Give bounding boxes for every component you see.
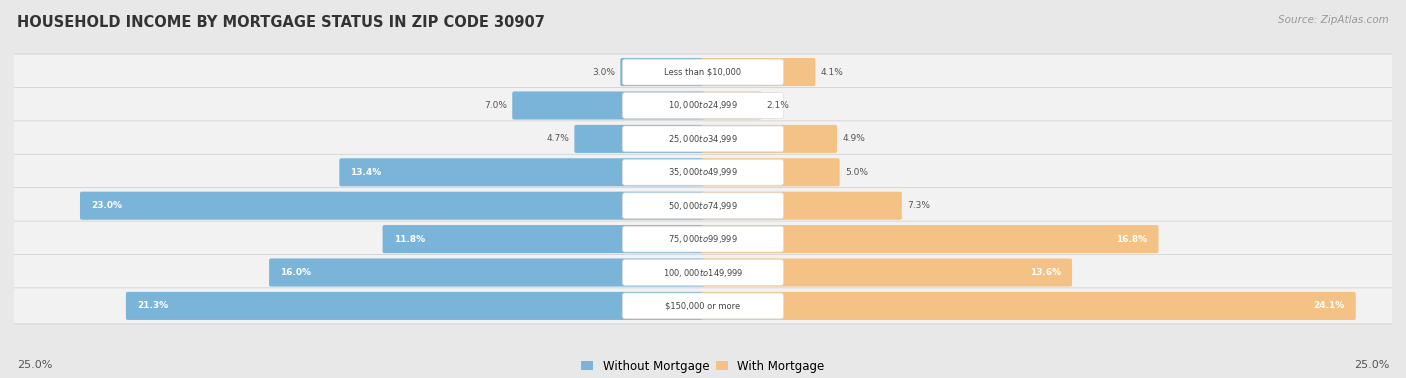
FancyBboxPatch shape <box>623 193 783 218</box>
Text: 4.1%: 4.1% <box>821 68 844 77</box>
FancyBboxPatch shape <box>11 288 1395 324</box>
FancyBboxPatch shape <box>702 91 762 119</box>
FancyBboxPatch shape <box>623 59 783 85</box>
Text: $75,000 to $99,999: $75,000 to $99,999 <box>668 233 738 245</box>
Text: Source: ZipAtlas.com: Source: ZipAtlas.com <box>1278 15 1389 25</box>
FancyBboxPatch shape <box>623 293 783 319</box>
FancyBboxPatch shape <box>702 125 837 153</box>
FancyBboxPatch shape <box>339 158 704 186</box>
Text: $150,000 or more: $150,000 or more <box>665 301 741 310</box>
Text: 7.0%: 7.0% <box>484 101 508 110</box>
FancyBboxPatch shape <box>623 126 783 152</box>
Text: 5.0%: 5.0% <box>845 168 868 177</box>
Text: 25.0%: 25.0% <box>1354 361 1389 370</box>
Text: 13.6%: 13.6% <box>1029 268 1062 277</box>
FancyBboxPatch shape <box>11 187 1395 224</box>
FancyBboxPatch shape <box>702 259 1071 287</box>
FancyBboxPatch shape <box>11 121 1395 157</box>
FancyBboxPatch shape <box>623 160 783 185</box>
FancyBboxPatch shape <box>11 254 1395 291</box>
FancyBboxPatch shape <box>11 54 1395 90</box>
FancyBboxPatch shape <box>623 260 783 285</box>
FancyBboxPatch shape <box>702 192 901 220</box>
FancyBboxPatch shape <box>80 192 704 220</box>
Text: $35,000 to $49,999: $35,000 to $49,999 <box>668 166 738 178</box>
Text: $50,000 to $74,999: $50,000 to $74,999 <box>668 200 738 212</box>
Text: 11.8%: 11.8% <box>394 235 425 243</box>
Text: 16.8%: 16.8% <box>1116 235 1147 243</box>
Text: 4.7%: 4.7% <box>547 135 569 143</box>
Text: $25,000 to $34,999: $25,000 to $34,999 <box>668 133 738 145</box>
FancyBboxPatch shape <box>623 226 783 252</box>
Text: 2.1%: 2.1% <box>766 101 789 110</box>
FancyBboxPatch shape <box>620 58 704 86</box>
Legend: Without Mortgage, With Mortgage: Without Mortgage, With Mortgage <box>581 360 825 373</box>
Text: 23.0%: 23.0% <box>91 201 122 210</box>
FancyBboxPatch shape <box>702 292 1355 320</box>
FancyBboxPatch shape <box>11 87 1395 124</box>
FancyBboxPatch shape <box>702 58 815 86</box>
Text: $100,000 to $149,999: $100,000 to $149,999 <box>662 266 744 279</box>
FancyBboxPatch shape <box>702 225 1159 253</box>
FancyBboxPatch shape <box>623 93 783 118</box>
FancyBboxPatch shape <box>11 221 1395 257</box>
Text: 3.0%: 3.0% <box>592 68 616 77</box>
Text: 7.3%: 7.3% <box>907 201 929 210</box>
Text: 16.0%: 16.0% <box>280 268 311 277</box>
Text: 21.3%: 21.3% <box>136 301 169 310</box>
FancyBboxPatch shape <box>382 225 704 253</box>
FancyBboxPatch shape <box>11 154 1395 191</box>
FancyBboxPatch shape <box>269 259 704 287</box>
FancyBboxPatch shape <box>127 292 704 320</box>
Text: $10,000 to $24,999: $10,000 to $24,999 <box>668 99 738 112</box>
Text: 4.9%: 4.9% <box>842 135 865 143</box>
Text: Less than $10,000: Less than $10,000 <box>665 68 741 77</box>
FancyBboxPatch shape <box>702 158 839 186</box>
Text: 25.0%: 25.0% <box>17 361 52 370</box>
Text: 13.4%: 13.4% <box>350 168 381 177</box>
FancyBboxPatch shape <box>512 91 704 119</box>
Text: HOUSEHOLD INCOME BY MORTGAGE STATUS IN ZIP CODE 30907: HOUSEHOLD INCOME BY MORTGAGE STATUS IN Z… <box>17 15 544 30</box>
FancyBboxPatch shape <box>575 125 704 153</box>
Text: 24.1%: 24.1% <box>1313 301 1344 310</box>
